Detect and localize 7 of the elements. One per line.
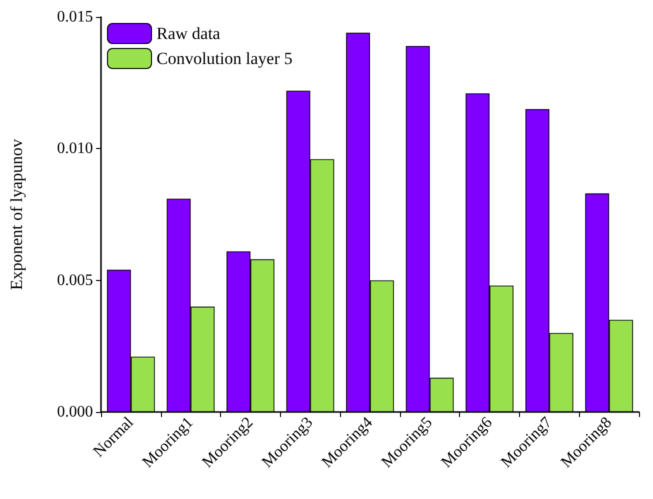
legend-label: Convolution layer 5 (156, 49, 292, 68)
legend-label: Raw data (156, 24, 221, 43)
y-tick-label: 0.015 (57, 8, 93, 26)
y-axis-title: Exponent of lyapunov (7, 138, 26, 290)
y-tick-label: 0.000 (57, 404, 93, 420)
y-tick-label: 0.010 (57, 140, 93, 158)
y-tick-label: 0.005 (57, 272, 93, 289)
